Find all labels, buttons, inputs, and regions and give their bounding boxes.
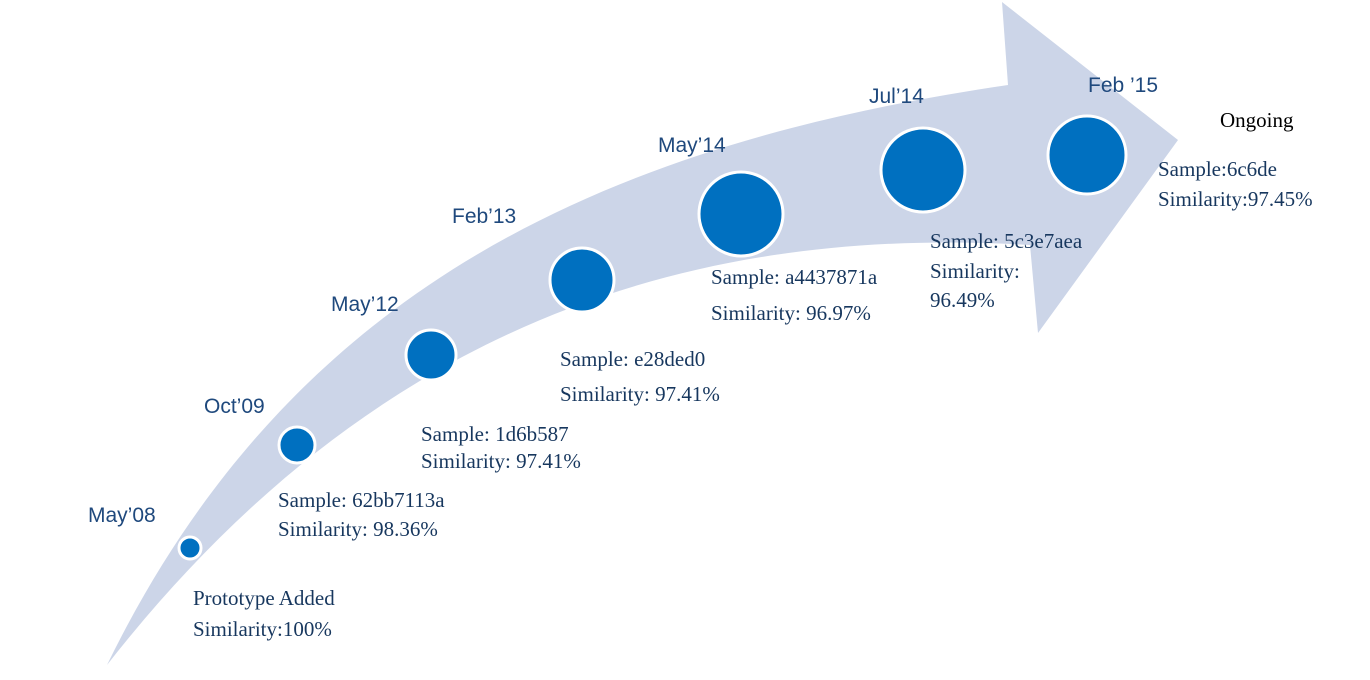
milestone-node-feb13 (548, 246, 616, 314)
milestone-node-feb15 (1046, 114, 1128, 196)
milestone-node-oct09 (277, 425, 317, 465)
milestone-node-jul14 (879, 126, 967, 214)
milestone-sample-text: Sample: a4437871a (711, 265, 878, 289)
milestone-similarity-text: Similarity: 97.41% (560, 382, 720, 406)
milestone-caption-line1: Prototype Added (193, 586, 335, 610)
milestone-sample-text: Sample: 1d6b587 (421, 422, 569, 446)
milestone-similarity-text: Similarity:97.45% (1158, 187, 1313, 211)
date-label: Feb ’15 (1088, 74, 1159, 97)
date-label: May’14 (658, 134, 726, 157)
milestone-similarity-text: Similarity: 96.97% (711, 301, 871, 325)
milestone-similarity-value: 96.49% (930, 288, 995, 312)
date-label: Oct’09 (204, 395, 265, 418)
milestone-similarity-text: Similarity: 97.41% (421, 449, 581, 473)
milestone-sample-text: Sample: 62bb7113a (278, 488, 445, 512)
milestone-node-may14 (697, 170, 785, 258)
milestone-sample-text: Sample: e28ded0 (560, 347, 706, 371)
milestone-sample-text: Sample: 5c3e7aea (930, 229, 1083, 253)
milestone-node-may12 (404, 328, 458, 382)
milestone-sample-text: Sample:6c6de (1158, 157, 1277, 181)
curved-arrow-shape (107, 2, 1178, 665)
milestone-caption-line2: Similarity:100% (193, 617, 332, 641)
ongoing-status-label: Ongoing (1220, 108, 1294, 132)
milestone-similarity-text: Similarity: 98.36% (278, 517, 438, 541)
date-label: Feb’13 (452, 205, 517, 228)
date-label: Jul’14 (869, 85, 924, 108)
date-label: May’08 (88, 504, 156, 527)
milestone-node-may08 (177, 535, 203, 561)
date-label: May’12 (331, 293, 399, 316)
milestone-similarity-text: Similarity: (930, 259, 1020, 283)
